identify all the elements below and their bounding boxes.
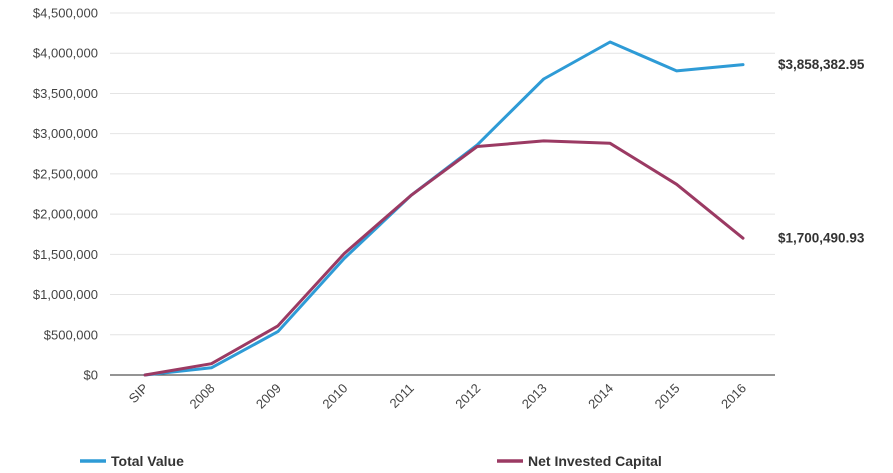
- x-tick-label: SIP: [126, 381, 151, 406]
- y-tick-label: $2,500,000: [33, 166, 98, 181]
- y-tick-label: $3,000,000: [33, 126, 98, 141]
- x-tick-label: 2010: [319, 381, 350, 412]
- legend-label: Total Value: [111, 453, 184, 469]
- x-tick-label: 2009: [253, 381, 284, 412]
- y-axis-tick-labels: $0 $500,000 $1,000,000 $1,500,000 $2,000,000…: [33, 6, 98, 383]
- series-end-label: $1,700,490.93: [778, 231, 865, 246]
- x-tick-label: 2015: [652, 381, 683, 412]
- x-tick-label: 2011: [387, 381, 417, 411]
- x-tick-label: 2014: [585, 381, 616, 412]
- y-tick-label: $4,000,000: [33, 46, 98, 61]
- x-tick-label: 2016: [718, 381, 749, 412]
- y-tick-label: $1,500,000: [33, 247, 98, 262]
- y-tick-label: $3,500,000: [33, 86, 98, 101]
- series-line-1: [143, 40, 745, 377]
- x-tick-label: 2013: [519, 381, 550, 412]
- series-line-2: [143, 139, 745, 377]
- y-tick-label: $0: [84, 368, 98, 383]
- legend-label: Net Invested Capital: [528, 453, 662, 469]
- series-end-label: $3,858,382.95: [778, 57, 865, 72]
- x-tick-label: 2012: [452, 381, 483, 412]
- x-tick-label: 2008: [187, 381, 218, 412]
- y-tick-label: $4,500,000: [33, 6, 98, 21]
- series-lines: [143, 40, 745, 377]
- y-tick-label: $500,000: [44, 327, 98, 342]
- series-end-labels: $3,858,382.95 $1,700,490.93: [778, 57, 865, 246]
- x-axis-tick-labels: SIP 2008 2009 2010 2011 2012 2013 2014 2015 2016: [126, 381, 749, 412]
- y-tick-label: $1,000,000: [33, 287, 98, 302]
- legend: Total Value Net Invested Capital: [80, 453, 662, 469]
- y-tick-label: $2,000,000: [33, 207, 98, 222]
